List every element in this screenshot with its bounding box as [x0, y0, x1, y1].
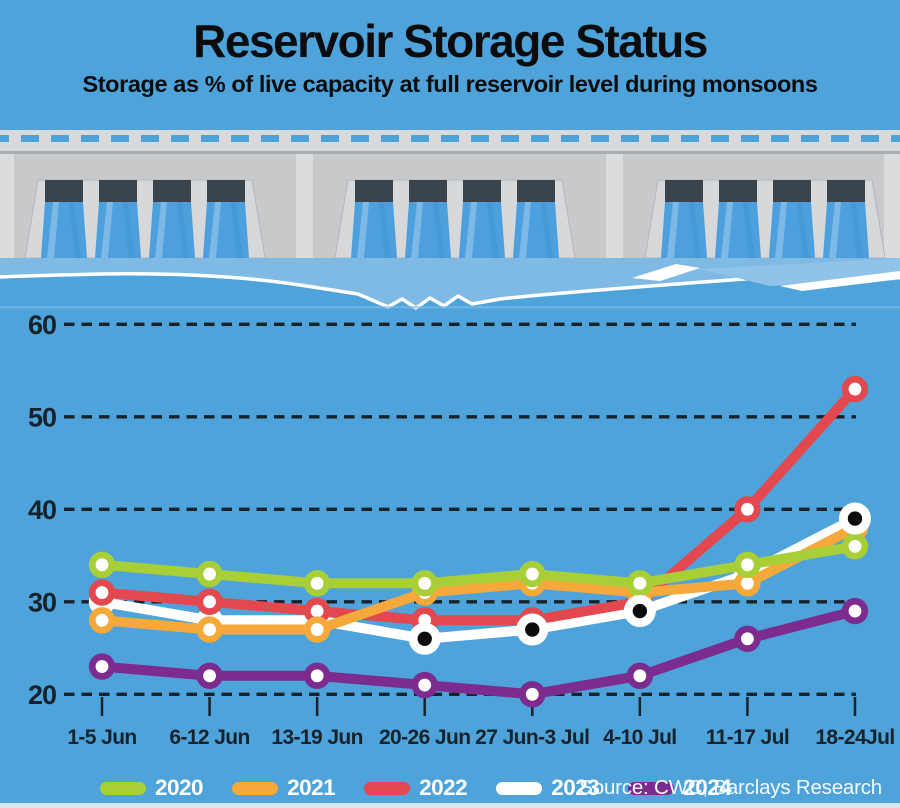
x-axis-label: 1-5 Jun	[67, 726, 136, 749]
x-axis-label: 6-12 Jun	[169, 726, 249, 749]
legend-item-2021: 2021	[232, 775, 336, 801]
y-axis-tick-label: 40	[28, 495, 56, 525]
x-axis-label: 20-26 Jun	[379, 726, 470, 749]
water-flow-icon	[459, 202, 505, 258]
series-line-2024	[97, 606, 860, 700]
water-flow-icon	[351, 202, 397, 258]
series-line-2020	[97, 541, 860, 589]
page-subtitle: Storage as % of live capacity at full re…	[82, 70, 818, 97]
series-line-2022	[97, 384, 860, 626]
x-axis-label: 27 Jun-3 Jul	[475, 726, 589, 749]
water-flow-icon	[405, 202, 451, 258]
water-flow-icon	[149, 202, 195, 258]
line-chart: 20 30 40 50 60 1-5 Jun 6-12 Jun 13-19 Jun 20-26 …	[0, 308, 900, 758]
legend-swatch-icon	[496, 781, 543, 795]
y-axis-tick-label: 50	[28, 402, 56, 432]
gate-icon	[719, 180, 757, 202]
chart-legend: 2020 2021 2022 2023 2024	[0, 772, 900, 804]
gate-icon	[463, 180, 501, 202]
y-axis-tick-label: 20	[28, 680, 56, 710]
legend-item-2022: 2022	[364, 775, 468, 801]
dam-spillways	[24, 179, 886, 259]
dam-illustration	[0, 128, 900, 310]
legend-swatch-icon	[100, 781, 146, 795]
y-axis-tick-label: 30	[28, 587, 56, 617]
gate-icon	[207, 180, 245, 202]
legend-label: 2024	[683, 775, 732, 800]
gate-icon	[355, 180, 393, 202]
x-axis-label: 13-19 Jun	[271, 726, 362, 749]
source-credit: Source: CWC, Barclays Research	[579, 776, 882, 799]
legend-item-2023: 2023	[496, 775, 600, 801]
gate-icon	[409, 180, 447, 202]
legend-label: 2023	[551, 775, 600, 800]
gate-icon	[517, 180, 555, 202]
legend-label: 2021	[287, 775, 336, 800]
legend-label: 2022	[419, 775, 468, 800]
legend-swatch-icon	[364, 781, 411, 795]
x-axis-label: 18-24Jul	[815, 726, 894, 749]
x-axis-label: 4-10 Jul	[603, 726, 676, 749]
gate-icon	[827, 180, 865, 202]
header: Reservoir Storage Status Storage as % of…	[0, 0, 900, 98]
water-flow-icon	[203, 202, 249, 258]
gate-icon	[45, 180, 83, 202]
gate-icon	[99, 180, 137, 202]
legend-swatch-icon	[232, 781, 279, 795]
legend-item-2024: 2024	[628, 775, 732, 801]
legend-label: 2020	[155, 775, 204, 800]
y-axis-tick-label: 60	[28, 310, 56, 340]
series-line-2021	[97, 522, 860, 635]
gate-icon	[153, 180, 191, 202]
legend-swatch-icon	[628, 781, 675, 795]
legend-item-2020: 2020	[100, 775, 204, 801]
gate-icon	[773, 180, 811, 202]
dam-water	[0, 258, 900, 310]
x-axis-label: 11-17 Jul	[706, 726, 789, 749]
gate-icon	[665, 180, 703, 202]
page-title: Reservoir Storage Status	[193, 15, 708, 67]
bottom-border	[0, 803, 900, 808]
chart-canvas: 20 30 40 50 60 1-5 Jun 6-12 Jun 13-19 Jun 20-26 …	[28, 310, 895, 749]
dam-graphic-icon	[0, 130, 900, 310]
